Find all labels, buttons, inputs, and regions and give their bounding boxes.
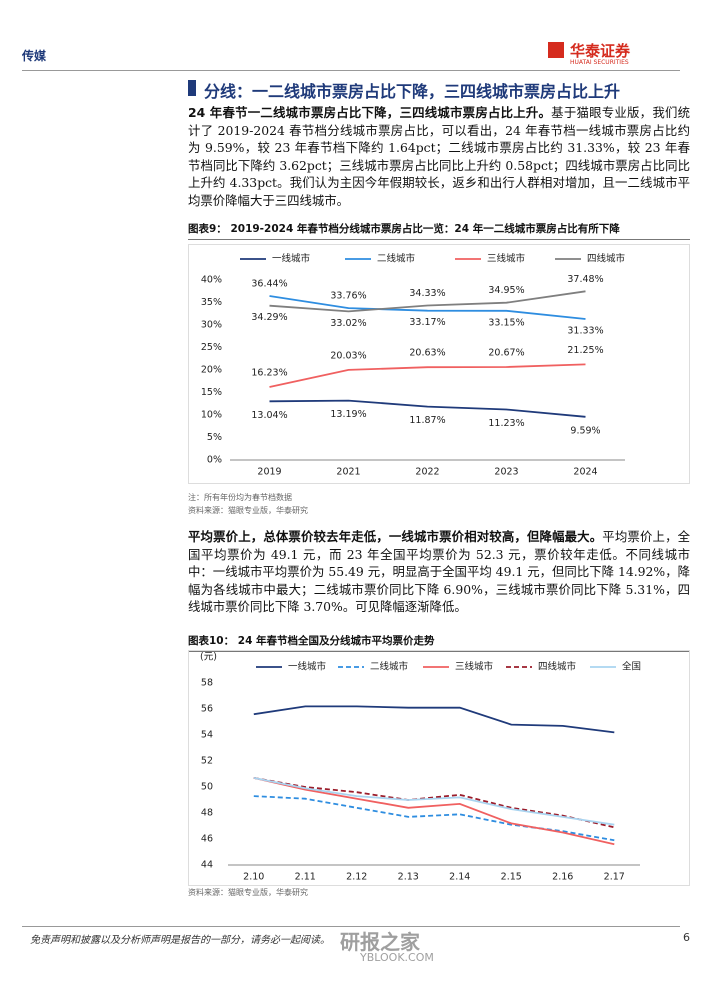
- series-line: [269, 399, 586, 418]
- data-label: 21.25%: [567, 345, 603, 356]
- lead: 24 年春节一二线城市票房占比下降，三四线城市票房占比上升。: [188, 105, 552, 120]
- legend-label: 三线城市: [487, 253, 526, 265]
- legend-label: 三线城市: [455, 661, 494, 673]
- y-tick-label: 30%: [201, 320, 222, 331]
- disclaimer: 免责声明和披露以及分析师声明是报告的一部分，请务必一起阅读。: [30, 935, 330, 946]
- chart: (元) 44 46 48 50 52 54 56 58 2.10 2.11 2.12 2.13 2.14 2…: [188, 650, 690, 886]
- legend-label: 四线城市: [587, 253, 626, 265]
- y-tick-label: 54: [201, 730, 213, 741]
- x-tick-label: 2024: [573, 467, 597, 478]
- footer-rule: [22, 926, 680, 927]
- y-tick-label: 50: [201, 782, 213, 793]
- data-label: 9.59%: [570, 425, 600, 436]
- watermark-en: YBLOOK.COM: [360, 951, 434, 964]
- section-label: 传媒: [22, 49, 47, 63]
- x-tick-label: 2.15: [501, 872, 522, 883]
- paragraph: 24 年春节一二线城市票房占比下降，三四线城市票房占比上升。基于猫眼专业版，我们…: [188, 104, 690, 210]
- lead: 平均票价上，总体票价较去年走低，一线城市票价相对较高，但降幅最大。: [188, 529, 603, 544]
- x-tick-label: 2.14: [449, 872, 470, 883]
- y-tick-label: 25%: [201, 342, 222, 353]
- data-label: 34.33%: [409, 288, 445, 299]
- x-tick-label: 2.10: [243, 872, 264, 883]
- series-line: [269, 295, 586, 320]
- data-label: 11.23%: [488, 418, 524, 429]
- note: 注：所有年份均为春节档数据: [188, 493, 292, 502]
- watermark: 研报之家: [340, 930, 420, 954]
- source: 资料来源：猫眼专业版，华泰研究: [188, 888, 308, 897]
- logo-en: HUATAI SECURITIES: [570, 59, 629, 66]
- y-tick-label: 46: [201, 834, 213, 845]
- series-line: [253, 777, 615, 829]
- y-tick-label: 10%: [201, 410, 222, 421]
- chart-frame: [188, 650, 690, 886]
- legend-label: 二线城市: [377, 253, 416, 265]
- y-tick-label: 56: [201, 704, 213, 715]
- x-tick-label: 2023: [494, 467, 518, 478]
- data-label: 33.76%: [330, 291, 366, 302]
- data-label: 11.87%: [409, 415, 445, 426]
- series-line: [253, 705, 615, 734]
- logo-text: 华泰证券: [570, 42, 631, 60]
- figure-title: 图表10： 24 年春节档全国及分线城市平均票价走势: [188, 633, 690, 652]
- data-label: 36.44%: [251, 279, 287, 290]
- series-line: [269, 363, 586, 388]
- series-line: [253, 777, 615, 846]
- series-line: [253, 795, 615, 842]
- x-tick-label: 2.12: [346, 872, 367, 883]
- data-label: 33.02%: [330, 318, 366, 329]
- data-label: 13.04%: [251, 410, 287, 421]
- x-tick-label: 2.16: [552, 872, 573, 883]
- unit-label: (元): [200, 652, 217, 663]
- y-tick-label: 20%: [201, 365, 222, 376]
- series-line: [253, 777, 615, 826]
- data-label: 34.95%: [488, 285, 524, 296]
- heading-marker: [188, 80, 196, 96]
- data-label: 37.48%: [567, 274, 603, 285]
- header-rule: [22, 70, 680, 71]
- x-tick-label: 2.17: [604, 872, 625, 883]
- data-label: 33.17%: [409, 317, 445, 328]
- y-tick-label: 35%: [201, 297, 222, 308]
- chart-frame: [188, 244, 690, 484]
- y-tick-label: 48: [201, 808, 213, 819]
- legend-label: 全国: [622, 661, 641, 673]
- data-label: 31.33%: [567, 326, 603, 337]
- figure-title: 图表9： 2019-2024 年春节档分线城市票房占比一览：24 年一二线城市票…: [188, 221, 690, 240]
- x-tick-label: 2.11: [295, 872, 316, 883]
- chart: 0% 5% 10% 15% 20% 25% 30% 35% 40% 2019 2021 2022 202…: [188, 244, 690, 484]
- data-label: 34.29%: [251, 312, 287, 323]
- y-tick-label: 52: [201, 756, 213, 767]
- paragraph: 平均票价上，总体票价较去年走低，一线城市票价相对较高，但降幅最大。平均票价上，全…: [188, 528, 690, 616]
- y-tick-label: 0%: [207, 455, 222, 466]
- data-label: 20.63%: [409, 348, 445, 359]
- legend-label: 一线城市: [272, 253, 311, 265]
- y-tick-label: 58: [201, 678, 213, 689]
- x-tick-label: 2021: [336, 467, 360, 478]
- source: 资料来源：猫眼专业版，华泰研究: [188, 506, 308, 515]
- body: 平均票价上，全国平均票价为 49.1 元，而 23 年全国平均票价为 52.3 …: [188, 529, 691, 615]
- y-tick-label: 44: [201, 860, 213, 871]
- y-tick-label: 40%: [201, 275, 222, 286]
- data-label: 16.23%: [251, 367, 287, 378]
- body: 基于猫眼专业版，我们统计了 2019-2024 春节档分线城市票房占比，可以看出…: [188, 105, 690, 208]
- data-label: 33.15%: [488, 317, 524, 328]
- legend-label: 一线城市: [288, 661, 327, 673]
- series-line: [269, 290, 586, 313]
- data-label: 13.19%: [330, 409, 366, 420]
- logo-icon: [548, 42, 564, 58]
- x-tick-label: 2019: [257, 467, 281, 478]
- legend-label: 四线城市: [538, 661, 577, 673]
- heading: 分线：一二线城市票房占比下降，三四线城市票房占比上升: [204, 82, 621, 101]
- data-label: 20.03%: [330, 350, 366, 361]
- y-tick-label: 15%: [201, 387, 222, 398]
- legend-label: 二线城市: [370, 661, 409, 673]
- x-tick-label: 2.13: [398, 872, 419, 883]
- x-tick-label: 2022: [415, 467, 439, 478]
- y-tick-label: 5%: [207, 432, 222, 443]
- data-label: 20.67%: [488, 347, 524, 358]
- page-number: 6: [683, 931, 690, 944]
